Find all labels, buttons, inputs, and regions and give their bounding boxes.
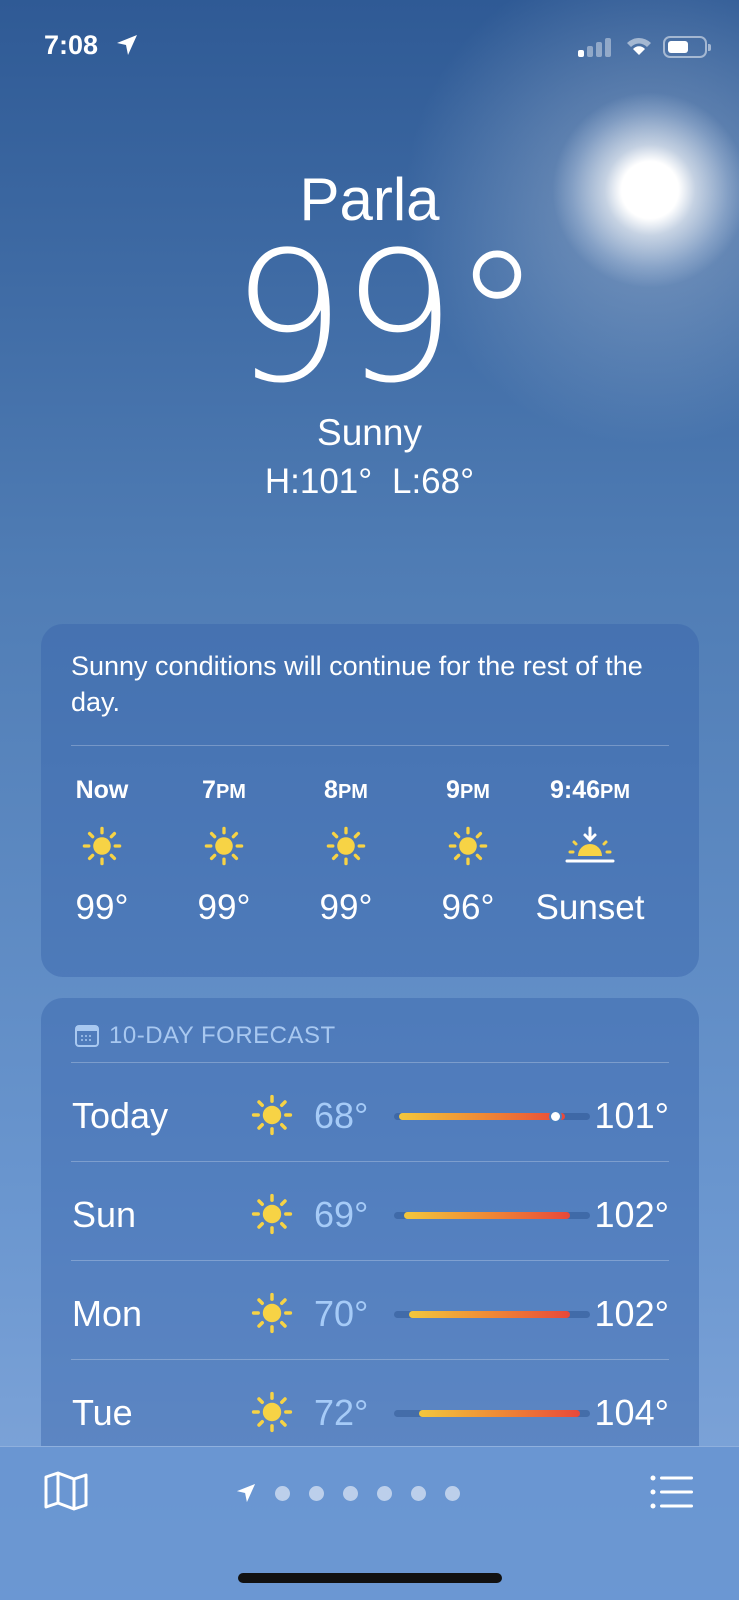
hourly-forecast-card[interactable]: Sunny conditions will continue for the r… bbox=[41, 624, 699, 977]
current-weather: Parla 99° Sunny H:101° L:68° bbox=[0, 165, 739, 502]
hourly-summary: Sunny conditions will continue for the r… bbox=[71, 651, 643, 717]
high-temp: 102° bbox=[594, 1194, 669, 1235]
temp-range-bar bbox=[404, 1212, 570, 1219]
high-low: H:101° L:68° bbox=[264, 462, 475, 501]
divider bbox=[71, 1062, 669, 1063]
location-page-icon[interactable] bbox=[236, 1483, 256, 1503]
sun-icon bbox=[249, 1191, 295, 1242]
high-temp: 102° bbox=[594, 1293, 669, 1334]
sun-icon bbox=[202, 816, 246, 876]
hour-label: 9:46PM bbox=[549, 776, 631, 804]
divider bbox=[71, 745, 669, 746]
temp-range-bar bbox=[419, 1410, 580, 1417]
low-temp: 68° bbox=[314, 1095, 369, 1136]
hour-item: 7PM 99° bbox=[163, 776, 285, 928]
page-dot[interactable] bbox=[445, 1485, 460, 1501]
sun-icon bbox=[249, 1389, 295, 1440]
condition: Sunny bbox=[317, 412, 422, 453]
forecast-header: 10-DAY FORECAST bbox=[75, 1022, 336, 1050]
temp-range-track bbox=[394, 1410, 590, 1417]
page-dot[interactable] bbox=[411, 1485, 426, 1501]
forecast-row[interactable]: Tue 72° 104° bbox=[71, 1362, 669, 1461]
clock: 7:08 bbox=[44, 30, 99, 60]
hour-label: 8PM bbox=[324, 776, 368, 804]
ten-day-forecast-card[interactable]: 10-DAY FORECAST Today 68° 101° Sun 69° 10… bbox=[41, 998, 699, 1446]
forecast-row[interactable]: Today 68° 101° bbox=[71, 1065, 669, 1164]
current-temperature: 99° bbox=[230, 214, 542, 423]
high-temp: 101° bbox=[594, 1095, 669, 1136]
hour-item: Now 99° bbox=[41, 776, 163, 928]
home-indicator[interactable] bbox=[238, 1573, 502, 1583]
cellular-signal-icon bbox=[578, 38, 611, 57]
page-dot[interactable] bbox=[275, 1485, 290, 1501]
current-temp-dot bbox=[548, 1110, 562, 1123]
hour-label: 9PM bbox=[446, 776, 490, 804]
sun-icon bbox=[446, 816, 490, 876]
high-temp: 104° bbox=[594, 1392, 669, 1433]
page-dot[interactable] bbox=[309, 1485, 324, 1501]
day-label: Mon bbox=[72, 1293, 143, 1334]
page-indicator[interactable] bbox=[236, 1483, 460, 1503]
hour-temp: 99° bbox=[319, 888, 373, 927]
temp-range-track bbox=[394, 1110, 590, 1123]
temp-range-bar bbox=[409, 1311, 570, 1318]
location-arrow-icon bbox=[117, 35, 137, 55]
city-name: Parla bbox=[299, 166, 440, 233]
temp-range-track bbox=[394, 1311, 590, 1318]
sun-icon bbox=[249, 1290, 295, 1341]
day-label: Sun bbox=[72, 1194, 137, 1235]
map-icon[interactable] bbox=[44, 1471, 88, 1511]
calendar-icon bbox=[75, 1025, 99, 1047]
temp-range-bar bbox=[399, 1113, 565, 1120]
low-temp: 69° bbox=[314, 1194, 369, 1235]
low-temp: 70° bbox=[314, 1293, 369, 1334]
sun-icon bbox=[80, 816, 124, 876]
day-label: Tue bbox=[72, 1392, 133, 1433]
forecast-title: 10-DAY FORECAST bbox=[109, 1022, 336, 1049]
temp-range-track bbox=[394, 1212, 590, 1219]
day-label: Today bbox=[72, 1095, 169, 1136]
hourly-list: Now 99° 7PM 99° 8PM 99° 9PM 96° 9:46PM Sunse… bbox=[41, 776, 699, 928]
hour-label: 7PM bbox=[202, 776, 246, 804]
hour-temp: 99° bbox=[75, 888, 129, 927]
forecast-row[interactable]: Mon 70° 102° bbox=[71, 1263, 669, 1362]
status-bar: 7:08 bbox=[0, 28, 739, 68]
hour-temp: 96° bbox=[441, 888, 495, 927]
hour-item: 8PM 99° bbox=[285, 776, 407, 928]
hour-item: 9PM 96° bbox=[407, 776, 529, 928]
divider bbox=[71, 1359, 669, 1360]
city-list-icon[interactable] bbox=[650, 1475, 694, 1509]
divider bbox=[71, 1260, 669, 1261]
sunset-icon bbox=[564, 816, 616, 876]
hour-item: 9:46PM Sunset bbox=[529, 776, 651, 928]
page-dot[interactable] bbox=[377, 1485, 392, 1501]
hour-temp: 99° bbox=[197, 888, 251, 927]
forecast-row[interactable]: Sun 69° 102° bbox=[71, 1164, 669, 1263]
page-dot[interactable] bbox=[343, 1485, 358, 1501]
hour-label: Now bbox=[75, 776, 129, 804]
battery-icon bbox=[663, 36, 711, 58]
hour-temp: Sunset bbox=[535, 888, 645, 927]
wifi-icon bbox=[627, 38, 651, 55]
sun-icon bbox=[249, 1092, 295, 1143]
sun-icon bbox=[324, 816, 368, 876]
divider bbox=[71, 1161, 669, 1162]
low-temp: 72° bbox=[314, 1392, 369, 1433]
